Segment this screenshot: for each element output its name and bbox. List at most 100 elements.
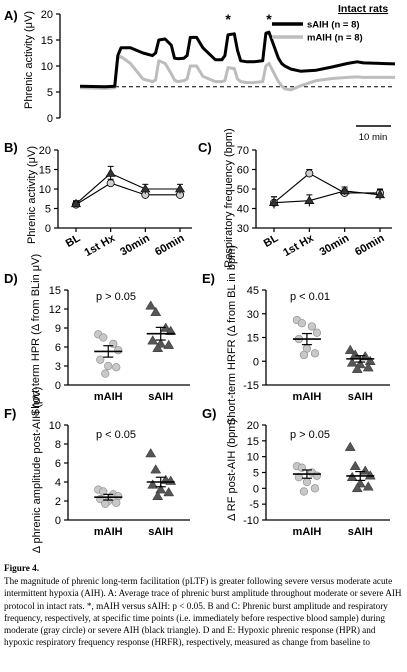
legend-item-severe: sAIH (n = 8) — [307, 20, 360, 31]
panel-g-ylabel-text: Δ RF post-AIH (bpm) — [226, 419, 238, 521]
panel-g-ytick-label-4: 10 — [247, 452, 259, 464]
panel-c-series-line-severe — [273, 190, 381, 204]
panel-e-point-mAIH-1 — [297, 319, 307, 328]
panel-b-series-line-moderate — [75, 182, 180, 206]
panel-g-point-mAIH-3 — [312, 471, 322, 480]
panel-g-xtick-label-1: sAIH — [348, 526, 373, 538]
panel-f-point-sAIH-0 — [145, 448, 157, 458]
panel-e-annotation: p < 0.01 — [290, 291, 330, 303]
panel-c-ytick-label-4: 70 — [237, 145, 249, 157]
panel-b-xtick-label-3: 60min — [153, 232, 187, 258]
panel-e-point-mAIH-6 — [310, 349, 320, 358]
panel-g-label: G) — [202, 406, 216, 421]
caption-body: The magnitude of phrenic long-term facil… — [4, 576, 402, 648]
panel-f-point-mAIH-6 — [112, 498, 121, 508]
panel-g-point-mAIH-5 — [302, 477, 312, 487]
panel-c-xtick-label-2: 30min — [318, 232, 352, 258]
panel-a-ytick-label-1: 5 — [47, 87, 53, 99]
panel-g-point-sAIH-1 — [349, 460, 361, 470]
panel-e-point-sAIH-3 — [364, 355, 376, 365]
panel-a-ytick-label-4: 20 — [41, 9, 53, 21]
panel-b: B) Phrenic activity (μV) 0 5 10 15 20 BL 1st H… — [4, 140, 192, 259]
panel-d-ylabel-text: Short-term HPR (Δ from BLin μV) — [30, 254, 42, 416]
panel-a-series-line-moderate — [79, 55, 395, 92]
panel-c-ytick-label-1: 40 — [237, 204, 249, 216]
panel-e-point-sAIH-4 — [346, 357, 358, 367]
panel-b-ylabel: Phrenic activity (μV) — [26, 146, 38, 244]
legend-title: Intact rats — [338, 3, 388, 15]
panel-c-label: C) — [198, 140, 212, 155]
asterisk-1: * — [225, 11, 231, 27]
panel-b-xtick-label-2: 30min — [118, 232, 152, 258]
panel-d-point-mAIH-1 — [99, 333, 108, 342]
panel-f-ytick-label-0: 0 — [55, 515, 61, 527]
panel-d-xtick-label-0: mAIH — [94, 391, 123, 403]
panel-e-ytick-label-1: 0 — [253, 356, 259, 368]
panel-g-point-sAIH-6 — [362, 481, 374, 491]
panel-f-ytick-label-5: 10 — [49, 420, 61, 432]
scale-bar-label: 10 min — [359, 132, 388, 143]
panel-a-ylabel: Phrenic activity (μV) — [23, 11, 35, 109]
panel-d-annotation: p > 0.05 — [96, 291, 136, 303]
panel-d-ytick-label-3: 9 — [55, 323, 61, 335]
caption-title: Figure 4. — [4, 563, 40, 573]
panel-g-xtick-label-0: mAIH — [293, 526, 322, 538]
panel-f-annotation: p < 0.05 — [96, 429, 136, 441]
panel-c-point-severe-3 — [374, 189, 386, 199]
panel-a-ytick-label-2: 10 — [41, 61, 53, 73]
panel-d-point-sAIH-0 — [145, 300, 157, 310]
panel-b-label: B) — [4, 140, 18, 155]
panel-a-ytick-label-0: 0 — [47, 113, 53, 125]
panel-f-point-sAIH-5 — [155, 484, 167, 494]
panel-b-point-severe-2 — [140, 183, 151, 193]
panel-d-point-mAIH-7 — [101, 369, 110, 378]
panel-g-annotation: p > 0.05 — [290, 429, 330, 441]
panel-f-point-sAIH-7 — [152, 490, 164, 500]
panel-e-point-mAIH-2 — [307, 322, 317, 331]
panel-b-xtick-label-1: 1st Hx — [83, 232, 118, 259]
panel-f-xtick-label-1: sAIH — [148, 526, 173, 538]
panel-e-ylabel-text: Short-term HRFR (Δ from BL in bpm) — [226, 245, 238, 425]
panel-f-point-mAIH-7 — [101, 499, 110, 508]
panel-b-point-severe-3 — [174, 183, 186, 193]
panel-g-ytick-label-0: -10 — [243, 515, 259, 527]
panel-e-ylabel: Short-term HRFR (Δ from BL in bpm) — [226, 245, 238, 425]
panel-d-xtick-label-1: sAIH — [148, 391, 173, 403]
panel-d-point-mAIH-3 — [114, 346, 123, 355]
panel-c-point-severe-2 — [339, 185, 350, 195]
panel-e-xtick-label-0: mAIH — [293, 391, 322, 403]
panel-g: G) Δ RF post-AIH (bpm) p > 0.05 -10 -5 0 5 1… — [202, 406, 390, 538]
panel-d-ylabel: Short-term HPR (Δ from BLin μV) — [30, 254, 42, 416]
panel-c-ytick-label-0: 30 — [237, 223, 249, 235]
panel-f-ylabel-text: Δ phrenic amplitude post-AIH (μV) — [31, 387, 43, 554]
panel-c-xtick-label-3: 60min — [353, 232, 387, 258]
panel-g-ytick-label-3: 5 — [253, 468, 259, 480]
panel-f-point-sAIH-6 — [163, 486, 175, 497]
panel-e-point-sAIH-6 — [362, 362, 374, 372]
panel-a-ytick-label-3: 15 — [41, 35, 53, 47]
panel-e-ytick-label-2: 15 — [247, 333, 259, 345]
panel-g-point-mAIH-7 — [299, 487, 309, 496]
panel-e-ytick-label-3: 30 — [247, 309, 259, 321]
panel-d-ytick-label-0: 0 — [55, 380, 61, 392]
panel-d-point-mAIH-5 — [104, 361, 113, 371]
panel-g-point-mAIH-6 — [310, 484, 320, 493]
panel-d-ytick-label-1: 3 — [55, 361, 61, 373]
panel-b-ytick-label-0: 0 — [45, 223, 51, 235]
panel-f-ytick-label-2: 4 — [55, 477, 61, 489]
legend-item-moderate: mAIH (n = 8) — [307, 33, 363, 44]
panel-f: F) Δ phrenic amplitude post-AIH (μV) p <… — [4, 387, 190, 554]
panel-f-ylabel: Δ phrenic amplitude post-AIH (μV) — [31, 387, 43, 554]
panel-g-point-sAIH-2 — [359, 465, 371, 475]
panel-g-point-sAIH-7 — [351, 482, 363, 493]
panel-f-label: F) — [4, 406, 16, 421]
panel-d-point-sAIH-3 — [165, 325, 177, 335]
panel-d-point-sAIH-4 — [147, 335, 159, 345]
panel-f-ytick-label-3: 6 — [55, 458, 61, 470]
panel-g-ytick-label-6: 20 — [247, 420, 259, 432]
panel-c-xtick-label-0: BL — [262, 232, 281, 250]
panel-e: E) Short-term HRFR (Δ from BL in bpm) p … — [202, 245, 390, 425]
panel-b-ytick-label-2: 10 — [39, 184, 51, 196]
panel-b-ytick-label-4: 20 — [39, 145, 51, 157]
